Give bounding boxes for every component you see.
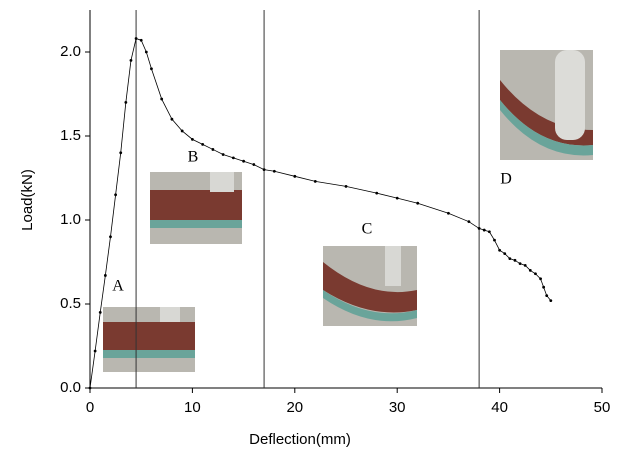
data-point [93, 349, 97, 353]
data-point [134, 37, 138, 40]
data-point [242, 159, 246, 163]
data-point [344, 185, 348, 188]
data-point [545, 294, 549, 297]
y-tick-label: 1.5 [60, 127, 81, 144]
data-point [375, 191, 379, 195]
data-point [114, 193, 117, 197]
data-point [191, 137, 194, 141]
data-point [523, 263, 527, 267]
data-point [539, 277, 542, 281]
data-point [528, 269, 532, 272]
annotation: D [500, 171, 512, 188]
data-point [139, 38, 143, 42]
x-axis-label: Deflection(mm) [249, 431, 351, 448]
data-point [211, 148, 215, 151]
data-point [549, 299, 553, 303]
y-tick-label: 1.0 [60, 211, 81, 228]
data-point [98, 311, 102, 314]
data-point [293, 174, 297, 178]
data-point [498, 248, 501, 252]
data-point [467, 220, 471, 224]
data-point [231, 156, 235, 160]
data-point [518, 262, 522, 266]
data-point [508, 257, 512, 261]
annotation: B [188, 149, 199, 166]
data-point [477, 227, 481, 230]
data-point [447, 211, 450, 215]
annotation: A [112, 278, 124, 295]
data-point [262, 168, 266, 172]
data-point [129, 59, 133, 62]
data-point [493, 238, 496, 242]
data-point [513, 258, 517, 262]
data-point [252, 163, 256, 166]
photo-inset-a [103, 307, 195, 372]
x-tick-label: 20 [286, 399, 303, 416]
data-point [482, 228, 486, 232]
y-tick-label: 0.5 [60, 295, 81, 312]
x-tick-label: 0 [86, 399, 94, 416]
photo-inset-c [323, 246, 417, 326]
data-point [150, 67, 153, 71]
data-point [503, 252, 507, 256]
data-point [201, 143, 205, 146]
x-tick-label: 30 [389, 399, 406, 416]
data-point [180, 129, 184, 133]
photo-inset-b [150, 172, 242, 244]
data-point [103, 274, 107, 277]
data-point [124, 101, 128, 104]
data-point [144, 50, 148, 54]
data-point [221, 153, 225, 156]
data-point [395, 196, 399, 200]
annotation: C [362, 221, 373, 238]
data-point [109, 235, 112, 239]
x-tick-label: 10 [184, 399, 201, 416]
photo-inset-d [500, 50, 593, 160]
data-point [416, 201, 420, 205]
data-point [534, 272, 537, 276]
insets [103, 50, 593, 372]
data-point [160, 97, 164, 101]
data-point [272, 169, 276, 173]
y-axis-label: Load(kN) [19, 169, 36, 231]
data-point [542, 285, 546, 289]
data-point [170, 117, 174, 121]
data-point [88, 386, 92, 390]
data-point [119, 151, 123, 155]
y-tick-label: 0.0 [60, 379, 81, 396]
data-point [487, 230, 491, 234]
x-tick-label: 40 [491, 399, 508, 416]
y-tick-label: 2.0 [60, 43, 81, 60]
data-point [313, 179, 317, 183]
x-tick-label: 50 [594, 399, 611, 416]
